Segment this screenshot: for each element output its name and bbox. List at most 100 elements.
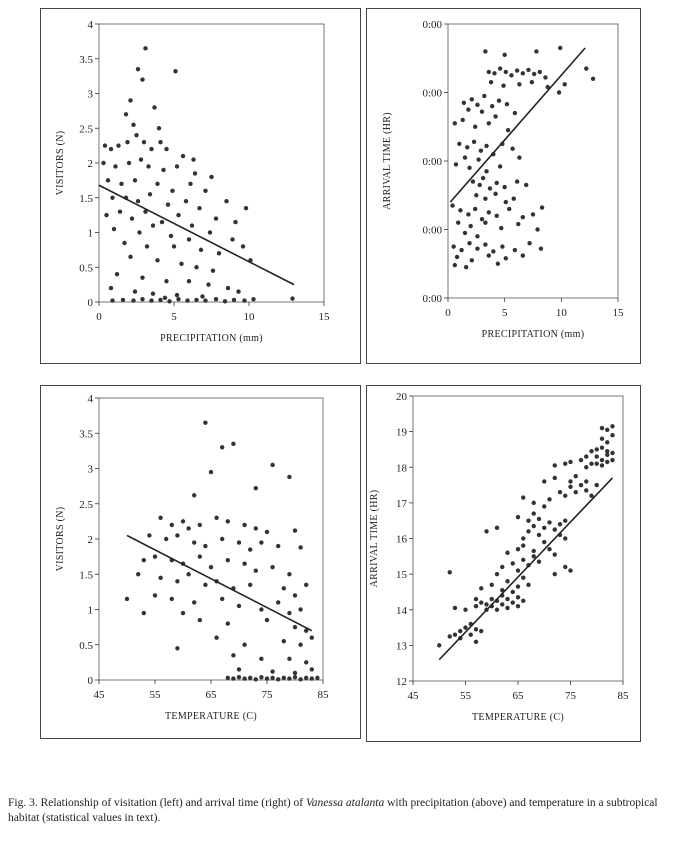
- chart-a-point: [128, 98, 133, 103]
- chart-c-point: [287, 572, 292, 577]
- chart-d-point: [536, 516, 542, 522]
- chart-b-point: [478, 148, 484, 153]
- chart-d-svg: 12 13 14 15 16 17 18 19 20 45 55 65 75 85 TEMPERATURE …: [369, 391, 629, 723]
- chart-d-y-axis-label: ARRIVAL TIME (HR): [369, 490, 380, 588]
- chart-b-y-axis-label: ARRIVAL TIME (HR): [382, 112, 393, 210]
- chart-b-point: [507, 206, 512, 212]
- chart-d-point: [589, 461, 594, 466]
- chart-d-point: [563, 461, 568, 466]
- chart-c-point: [242, 561, 247, 566]
- chart-d-point: [531, 511, 536, 516]
- chart-b-point: [539, 205, 545, 210]
- chart-b-xtick-label: 0: [445, 307, 451, 319]
- chart-b-point: [545, 84, 550, 90]
- chart-d-point: [521, 575, 526, 580]
- chart-c-point: [292, 670, 298, 676]
- chart-b-xtick-label: 5: [502, 307, 508, 319]
- chart-a-point: [236, 289, 241, 294]
- chart-c-point: [270, 669, 275, 674]
- chart-b-point: [452, 262, 457, 268]
- chart-b-point: [463, 264, 469, 270]
- chart-b-point: [471, 139, 477, 145]
- chart-b-point: [543, 75, 548, 80]
- chart-b-ytick-label: 0:00: [422, 88, 442, 100]
- chart-d-point: [515, 514, 521, 520]
- chart-b-point: [535, 227, 540, 232]
- chart-a-point: [132, 178, 138, 183]
- chart-b-point: [500, 244, 505, 249]
- chart-a-point: [186, 278, 192, 284]
- chart-d-point: [515, 546, 521, 552]
- chart-a-point: [186, 237, 192, 242]
- chart-b-point: [510, 146, 515, 151]
- chart-b-point: [483, 49, 488, 54]
- chart-a-point: [242, 298, 247, 303]
- chart-d-point: [594, 482, 599, 488]
- chart-c-point: [158, 575, 163, 580]
- chart-d-point: [552, 571, 557, 577]
- chart-c-point: [203, 582, 208, 588]
- chart-d-point: [547, 497, 552, 502]
- chart-c-point: [175, 533, 180, 538]
- chart-c-point: [147, 533, 152, 538]
- chart-c-point: [298, 642, 303, 647]
- chart-c-point: [304, 675, 309, 681]
- chart-a-point: [213, 297, 219, 302]
- chart-d-point: [473, 603, 479, 609]
- chart-b-point: [493, 114, 498, 119]
- chart-b-point: [462, 155, 468, 160]
- chart-b-point: [450, 203, 455, 208]
- chart-d-point: [531, 548, 536, 554]
- chart-c-point: [292, 593, 298, 598]
- chart-d-point: [463, 607, 468, 612]
- chart-b-point: [457, 141, 462, 147]
- chart-d-xtick-label: 75: [565, 690, 577, 702]
- chart-a-point: [189, 223, 195, 228]
- chart-b-point: [496, 98, 502, 103]
- chart-d-point: [505, 579, 510, 584]
- chart-c-point: [253, 526, 258, 531]
- chart-c-point: [276, 543, 281, 549]
- chart-d-point: [505, 605, 510, 611]
- chart-d-point: [568, 479, 573, 484]
- chart-d-point: [573, 473, 578, 479]
- chart-a-point: [113, 164, 118, 169]
- chart-b-point: [453, 162, 459, 167]
- chart-c-xtick-label: 65: [206, 689, 218, 701]
- chart-d-point: [494, 525, 500, 531]
- chart-c-point: [197, 522, 202, 528]
- chart-c-point: [236, 667, 242, 672]
- chart-b-point: [494, 180, 499, 186]
- chart-b-point: [475, 246, 480, 251]
- chart-c-point: [309, 676, 314, 681]
- chart-a-point: [125, 139, 130, 145]
- chart-c-point: [253, 677, 258, 682]
- chart-c-point: [248, 582, 253, 588]
- chart-d-point: [510, 561, 515, 566]
- chart-c-ytick-label: 2: [88, 534, 94, 546]
- caption-suffix: with precipitation (above) and temperatu…: [8, 797, 658, 824]
- chart-d-ytick-label: 20: [396, 391, 408, 403]
- chart-c-xtick-label: 75: [262, 689, 274, 701]
- chart-d-point: [594, 454, 599, 459]
- chart-d-point: [484, 602, 489, 607]
- chart-c-point: [208, 469, 214, 475]
- chart-d-xtick-label: 45: [408, 690, 420, 702]
- chart-b-plot-area: [447, 23, 619, 299]
- chart-c-point: [304, 582, 309, 588]
- chart-a-point: [143, 46, 148, 51]
- chart-d-point: [594, 461, 599, 466]
- chart-c-point: [287, 676, 292, 681]
- chart-a-trendline: [98, 184, 295, 286]
- chart-a-point: [168, 233, 174, 239]
- chart-d-point: [552, 527, 557, 532]
- chart-c-point: [253, 486, 258, 491]
- chart-d-point: [584, 488, 589, 493]
- chart-b-point: [483, 196, 488, 201]
- chart-d-point: [547, 546, 552, 552]
- chart-b-point: [484, 169, 489, 174]
- chart-b-point: [501, 83, 506, 88]
- chart-c-point: [175, 646, 180, 651]
- chart-a-point: [203, 188, 208, 193]
- chart-d-ytick-label: 13: [396, 640, 408, 652]
